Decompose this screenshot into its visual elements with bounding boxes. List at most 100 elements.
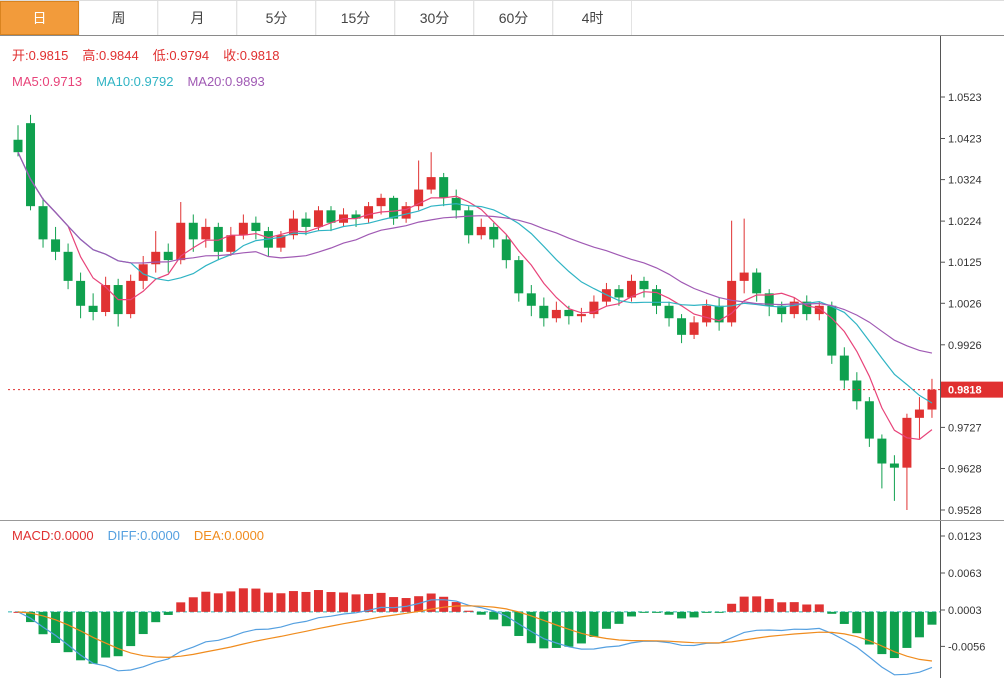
candle-body [664, 305, 674, 319]
candle-body [626, 280, 636, 298]
macd-hist-bar [927, 611, 937, 625]
candle-body [889, 463, 899, 468]
candle-body [351, 214, 361, 219]
macd-hist-bar [501, 611, 511, 627]
timeframe-toolbar: 日周月 5分 15分 30分 60分 4时 [0, 0, 1004, 36]
candle-body [401, 206, 411, 219]
candle-body [326, 210, 336, 223]
candle-body [63, 251, 73, 281]
macd-hist-bar [539, 611, 549, 649]
candle-body [151, 251, 161, 265]
tab-day[interactable]: 日 [0, 1, 79, 35]
ma20-line [17, 151, 933, 354]
tab-60min[interactable]: 60分 [474, 1, 553, 35]
candle-body [714, 305, 724, 323]
price-tick-label: 0.9528 [948, 505, 982, 517]
macd-hist-bar [727, 603, 737, 612]
tab-5min[interactable]: 5分 [237, 1, 316, 35]
macd-hist-bar [664, 611, 674, 615]
candle-body [839, 355, 849, 381]
chart-svg[interactable]: 1.0523 1.0423 1.0324 1.0224 1.0125 1.0026 0.99… [0, 36, 1004, 678]
macd-hist-bar [326, 592, 336, 612]
macd-hist-bar [764, 598, 774, 612]
tab-30min[interactable]: 30分 [395, 1, 474, 35]
macd-hist-bar [263, 592, 273, 612]
candle-body [739, 272, 749, 281]
macd-hist-bar [364, 593, 374, 612]
candle-body [376, 197, 386, 207]
candle-body [138, 264, 148, 281]
macd-hist-bar [151, 611, 161, 623]
price-tick-label: 0.9926 [948, 340, 982, 352]
macd-hist-bar [526, 611, 536, 644]
candle-body [163, 251, 173, 261]
candle-body [902, 417, 912, 468]
macd-hist-bar [439, 596, 449, 612]
macd-hist-bar [426, 593, 436, 612]
last-price-badge-label: 0.9818 [948, 385, 982, 397]
candle-body [501, 239, 511, 261]
candle-body [576, 314, 586, 317]
macd-hist-bar [889, 611, 899, 659]
candle-body [914, 409, 924, 418]
candle-body [238, 222, 248, 236]
candle-body [877, 438, 887, 464]
macd-tick-label: 0.0003 [948, 605, 982, 617]
macd-hist-bar [902, 611, 912, 648]
macd-hist-bar [38, 611, 48, 635]
macd-hist-bar [76, 611, 86, 661]
macd-hist-bar [401, 598, 411, 612]
macd-hist-bar [163, 611, 173, 615]
macd-hist-bar [339, 592, 349, 612]
price-tick-label: 1.0324 [948, 175, 982, 187]
macd-hist-bar [176, 602, 186, 612]
macd-hist-bar [877, 611, 887, 655]
macd-hist-bar [626, 611, 636, 617]
macd-hist-bar [814, 604, 824, 612]
candle-body [802, 301, 812, 315]
macd-hist-bar [188, 597, 198, 612]
macd-hist-bar [201, 591, 211, 612]
macd-hist-bar [551, 611, 561, 648]
price-tick-label: 0.9727 [948, 422, 982, 434]
macd-hist-bar [389, 597, 399, 612]
macd-hist-bar [702, 611, 712, 613]
candle-body [752, 272, 762, 294]
candle-body [489, 226, 499, 240]
macd-hist-bar [101, 611, 111, 658]
macd-hist-bar [26, 611, 36, 623]
candle-body [176, 222, 186, 261]
chart-area: 1.0523 1.0423 1.0324 1.0224 1.0125 1.0026 0.99… [0, 36, 1004, 678]
macd-hist-bar [777, 602, 787, 612]
macd-hist-bar [51, 611, 61, 643]
candle-body [727, 280, 737, 323]
candle-body [539, 305, 549, 319]
macd-hist-bar [864, 611, 874, 645]
macd-hist-bar [914, 611, 924, 638]
ma10-line [17, 151, 933, 404]
macd-hist-bar [689, 611, 699, 618]
macd-hist-bar [138, 611, 148, 635]
tab-month[interactable]: 月 [158, 1, 237, 35]
macd-hist-bar [251, 588, 261, 612]
candle-body [564, 309, 574, 317]
candle-body [364, 206, 374, 219]
macd-hist-bar [351, 594, 361, 612]
candle-body [852, 380, 862, 402]
tab-week[interactable]: 周 [79, 1, 158, 35]
candle-body [827, 305, 837, 356]
macd-hist-bar [376, 592, 386, 612]
macd-hist-bar [313, 590, 323, 612]
candle-body [414, 189, 424, 207]
price-tick-label: 1.0026 [948, 298, 982, 310]
candle-body [13, 139, 23, 153]
macd-hist-bar [652, 611, 662, 613]
candle-body [126, 280, 136, 315]
macd-hist-bar [839, 611, 849, 624]
candle-body [689, 322, 699, 335]
candle-body [76, 280, 86, 306]
candle-body [639, 280, 649, 290]
tab-4hour[interactable]: 4时 [553, 1, 632, 35]
candle-body [201, 226, 211, 240]
tab-15min[interactable]: 15分 [316, 1, 395, 35]
